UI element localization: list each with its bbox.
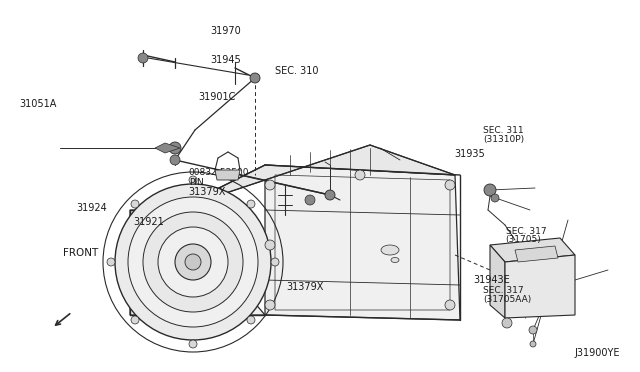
Circle shape (247, 316, 255, 324)
Circle shape (484, 184, 496, 196)
Text: 31051A: 31051A (19, 99, 56, 109)
Circle shape (175, 244, 211, 280)
Text: 31945: 31945 (210, 55, 241, 64)
Polygon shape (155, 143, 180, 153)
Text: 31921: 31921 (133, 217, 164, 227)
Circle shape (158, 227, 228, 297)
Circle shape (115, 184, 271, 340)
Text: 31379X: 31379X (189, 187, 226, 196)
Polygon shape (265, 165, 460, 320)
Text: SEC. 310: SEC. 310 (275, 66, 319, 76)
Polygon shape (490, 245, 505, 318)
Polygon shape (175, 145, 455, 210)
Circle shape (128, 197, 258, 327)
Circle shape (265, 180, 275, 190)
Text: 31901C: 31901C (198, 92, 236, 102)
Circle shape (491, 194, 499, 202)
Circle shape (170, 155, 180, 165)
Text: SEC. 317: SEC. 317 (506, 227, 546, 236)
Circle shape (271, 258, 279, 266)
Polygon shape (490, 238, 575, 262)
Ellipse shape (381, 245, 399, 255)
Circle shape (445, 300, 455, 310)
Text: SEC. 317: SEC. 317 (483, 286, 524, 295)
Polygon shape (130, 210, 265, 315)
Circle shape (247, 200, 255, 208)
Text: 31970: 31970 (210, 26, 241, 35)
Circle shape (131, 200, 139, 208)
Circle shape (107, 258, 115, 266)
Circle shape (305, 195, 315, 205)
Circle shape (529, 326, 537, 334)
Circle shape (530, 341, 536, 347)
Text: 31943E: 31943E (474, 275, 510, 285)
Text: PIN: PIN (189, 178, 204, 187)
Circle shape (169, 142, 181, 154)
Circle shape (250, 73, 260, 83)
Circle shape (325, 190, 335, 200)
Circle shape (131, 316, 139, 324)
Text: J31900YE: J31900YE (575, 348, 620, 358)
Circle shape (265, 300, 275, 310)
Text: (31310P): (31310P) (483, 135, 524, 144)
Polygon shape (515, 246, 558, 262)
Text: 31924: 31924 (77, 203, 108, 213)
Circle shape (265, 240, 275, 250)
Circle shape (502, 318, 512, 328)
Circle shape (138, 53, 148, 63)
Circle shape (189, 176, 197, 184)
Polygon shape (215, 170, 240, 180)
Circle shape (189, 340, 197, 348)
Text: FRONT: FRONT (63, 248, 98, 258)
Text: SEC. 311: SEC. 311 (483, 126, 524, 135)
Circle shape (185, 254, 201, 270)
Text: 31379X: 31379X (287, 282, 324, 292)
Text: 31935: 31935 (454, 150, 485, 159)
Polygon shape (505, 255, 575, 318)
Circle shape (445, 180, 455, 190)
Ellipse shape (391, 257, 399, 263)
Text: 00832-52500: 00832-52500 (189, 169, 250, 177)
Text: (31705): (31705) (506, 235, 541, 244)
Circle shape (143, 212, 243, 312)
Circle shape (355, 170, 365, 180)
Text: (31705AA): (31705AA) (483, 295, 531, 304)
